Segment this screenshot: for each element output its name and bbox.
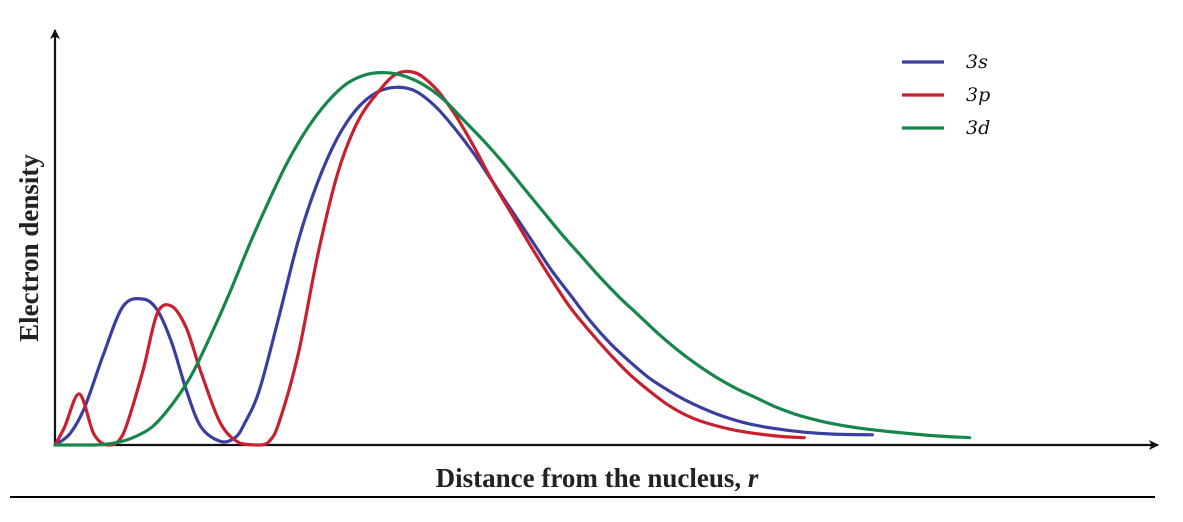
x-axis-label-variable: r	[748, 463, 759, 493]
legend-label-3s: 3s	[966, 51, 988, 73]
legend-label-3p: 3p	[966, 84, 990, 106]
series-line-3d	[53, 71, 972, 447]
y-axis-label: Electron density	[14, 154, 44, 342]
series-line-3s	[53, 85, 874, 447]
x-axis-label-main: Distance from the nucleus,	[436, 463, 748, 493]
legend: 3s 3p 3d	[902, 51, 990, 139]
series-line-3p	[53, 69, 806, 447]
x-axis-label: Distance from the nucleus, r	[436, 463, 759, 493]
legend-label-3d: 3d	[966, 117, 990, 139]
series-lines	[53, 69, 972, 447]
